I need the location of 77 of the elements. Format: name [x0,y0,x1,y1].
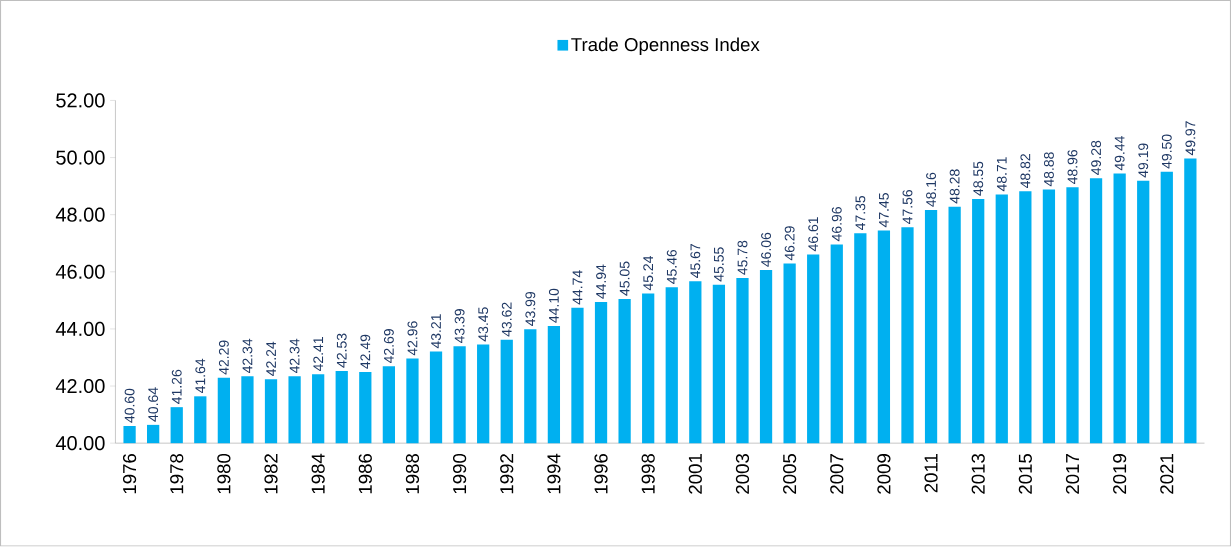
data-label: 46.29 [784,226,795,261]
data-label: 45.46 [666,250,677,285]
x-tick-label: 2017 [1065,454,1080,494]
data-label: 45.24 [643,256,654,291]
x-tick-label: 1998 [641,454,655,494]
data-label: 48.88 [1043,152,1054,187]
data-label: 48.55 [973,161,984,196]
x-tick-label: 1986 [358,454,372,494]
data-label: 43.62 [501,302,512,337]
x-tick-label: 1992 [500,454,514,494]
data-label: 43.45 [478,307,489,342]
y-tick-label: 40.00 [55,436,105,451]
data-label: 49.50 [1161,134,1172,169]
y-tick-label: 44.00 [55,322,105,337]
data-label: 42.24 [266,341,276,377]
data-label: 41.64 [195,359,206,394]
data-label: 45.05 [619,261,630,296]
y-tick-label: 46.00 [55,264,105,280]
data-label: 47.56 [902,190,913,225]
data-label: 48.82 [1020,154,1031,189]
data-label: 48.71 [996,157,1007,192]
data-label: 43.39 [454,309,465,344]
x-tick-label: 2001 [688,454,702,494]
x-tick-label: 2011 [924,454,938,493]
x-tick-label: 2019 [1113,454,1127,494]
x-tick-label: 1990 [452,454,467,494]
x-tick-label: 2005 [783,454,797,494]
data-label: 42.34 [289,339,300,374]
data-label: 43.21 [431,314,441,349]
x-tick-label: 2003 [735,454,750,494]
x-tick-label: 1978 [170,454,184,494]
x-tick-label: 2015 [1018,454,1032,494]
x-tick-label: 1988 [405,454,420,494]
x-tick-label: 1976 [122,454,137,494]
x-tick-label: 1980 [217,454,231,494]
x-tick-label: 2009 [877,454,891,494]
data-label: 43.99 [525,292,536,327]
legend-label: Trade Openness Index [571,37,760,56]
data-label: 48.16 [926,173,937,208]
data-label: 42.96 [407,321,418,356]
data-label: 46.61 [808,217,819,252]
data-label: 44.94 [596,264,606,300]
y-tick-label: 42.00 [55,379,105,394]
data-label: 49.44 [1114,136,1125,171]
data-label: 49.97 [1185,121,1196,156]
data-label: 42.49 [360,334,371,369]
data-label: 45.78 [737,240,748,276]
data-label: 45.67 [690,244,701,279]
data-label: 45.55 [714,247,724,282]
y-tick-label: 50.00 [56,150,105,165]
x-tick-label: 1984 [311,453,325,494]
x-tick-label: 2013 [971,454,985,494]
data-label: 42.69 [383,329,394,364]
data-label: 42.53 [336,333,347,368]
data-label: 42.29 [218,340,229,375]
x-tick-label: 1982 [264,454,278,494]
data-label: 40.60 [124,388,135,423]
x-tick-label: 1994 [547,453,561,494]
x-tick-label: 2021 [1160,454,1174,494]
y-tick-label: 48.00 [55,207,105,222]
x-tick-label: 1996 [594,454,608,494]
data-label: 42.34 [242,339,253,374]
data-label: 48.28 [949,169,960,204]
data-label: 44.74 [572,270,583,305]
data-label: 42.41 [313,337,324,372]
data-label: 44.10 [548,288,559,324]
y-tick-label: 52.00 [56,93,105,108]
data-label: 46.06 [761,232,772,268]
data-label: 49.28 [1091,141,1102,176]
data-label: 41.26 [171,370,182,405]
data-label: 48.96 [1067,150,1078,185]
x-tick-label: 2007 [830,454,844,494]
data-label: 47.45 [879,193,889,228]
data-label: 46.96 [831,207,842,242]
data-label: 40.64 [148,387,159,422]
data-label: 47.35 [855,196,866,231]
data-label: 49.19 [1138,143,1149,178]
